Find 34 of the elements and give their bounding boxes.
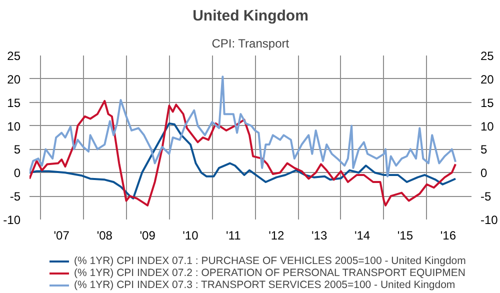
y2-tick-label: 25 <box>480 49 494 63</box>
y-tick-label: 10 <box>7 119 21 134</box>
legend-label: (% 1YR) CPI INDEX 07.2 : OPERATION OF PERSONAL TRANSPORT EQUIPMEN <box>74 267 466 279</box>
chart-subtitle: CPI: Transport <box>212 36 290 50</box>
y2-tick-label: -10 <box>480 213 498 227</box>
y2-tick-label: 0 <box>480 166 488 180</box>
x-tick-label: '10 <box>182 228 199 242</box>
legend-label: (% 1YR) CPI INDEX 07.3 : TRANSPORT SERVICES 2005=100 - United Kingdom <box>74 279 456 291</box>
y2-tick-label: -5 <box>480 190 492 204</box>
legend-label: (% 1YR) CPI INDEX 07.1 : PURCHASE OF VEHICLES 2005=100 - United Kingdom <box>74 255 466 267</box>
line-series <box>30 122 457 200</box>
y-tick-label: 15 <box>7 96 21 110</box>
line-series <box>30 76 457 178</box>
y2-tick-label: 20 <box>480 72 494 86</box>
x-tick-label: '14 <box>354 228 370 242</box>
y2-tick-label: 10 <box>480 119 494 134</box>
y-tick-label: 25 <box>7 49 21 63</box>
y-tick-label: 20 <box>7 72 21 86</box>
x-tick-label: '08 <box>96 228 113 242</box>
x-tick-label: '12 <box>268 228 285 242</box>
y-tick-label: -10 <box>3 213 21 227</box>
x-tick-label: '09 <box>140 228 156 242</box>
x-tick-label: '16 <box>440 228 456 242</box>
chart-title: United Kingdom <box>192 8 308 24</box>
x-tick-label: '07 <box>54 228 70 242</box>
line-series <box>30 100 457 206</box>
y2-tick-label: 5 <box>480 142 488 157</box>
y-tick-label: 5 <box>14 142 21 157</box>
y-tick-label: 0 <box>14 166 21 180</box>
y2-tick-label: 15 <box>480 96 494 110</box>
x-tick-label: '13 <box>312 228 328 242</box>
x-tick-label: '15 <box>397 228 414 242</box>
x-tick-label: '11 <box>226 228 242 242</box>
y-tick-label: -5 <box>10 190 21 204</box>
